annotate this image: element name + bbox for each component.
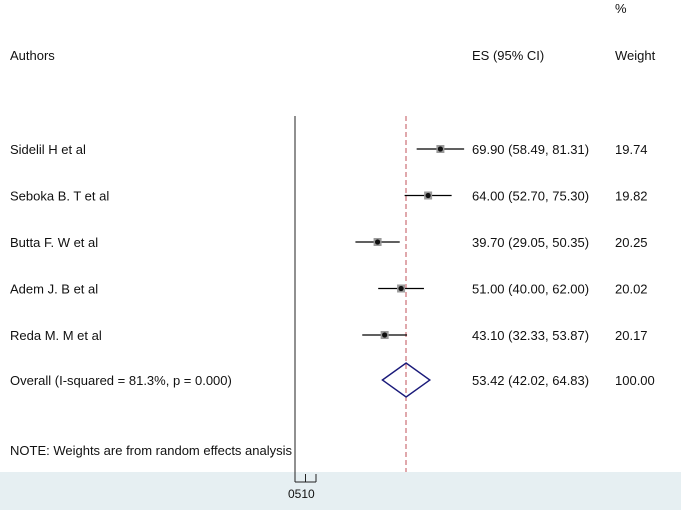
note-text: NOTE: Weights are from random effects an… <box>10 443 293 458</box>
overall-weight: 100.00 <box>615 373 655 388</box>
study-row: Adem J. B et al 51.00 (40.00, 62.00) 20.02 <box>10 282 648 297</box>
study-row: Butta F. W et al 39.70 (29.05, 50.35) 20.2… <box>10 235 648 250</box>
weight-text: 20.02 <box>615 282 648 297</box>
point-estimate <box>398 285 404 292</box>
point-estimate <box>437 146 443 152</box>
study-label: Adem J. B et al <box>10 282 98 297</box>
point-estimate <box>425 192 431 199</box>
study-label: Sidelil H et al <box>10 142 86 157</box>
es-text: 43.10 (32.33, 53.87) <box>472 328 589 343</box>
x-axis-ticks <box>294 474 317 483</box>
es-text: 64.00 (52.70, 75.30) <box>472 189 589 204</box>
authors-header: Authors <box>10 48 55 63</box>
es-text: 39.70 (29.05, 50.35) <box>472 235 589 250</box>
weight-text: 19.82 <box>615 189 648 204</box>
weight-header: Weight <box>615 48 656 63</box>
study-row: Reda M. M et al 43.10 (32.33, 53.87) 20.17 <box>10 328 648 343</box>
overall-label: Overall (I-squared = 81.3%, p = 0.000) <box>10 373 232 388</box>
point-estimate <box>382 332 388 338</box>
point-estimate <box>374 239 381 245</box>
axis-band <box>0 472 681 510</box>
weight-text: 20.25 <box>615 235 648 250</box>
weight-text: 20.17 <box>615 328 648 343</box>
study-row: Sidelil H et al 69.90 (58.49, 81.31) 19.74 <box>10 142 648 157</box>
weight-percent-header: % <box>615 1 627 16</box>
study-row: Seboka B. T et al 64.00 (52.70, 75.30) 19.… <box>10 189 648 204</box>
es-text: 51.00 (40.00, 62.00) <box>472 282 589 297</box>
es-header: ES (95% CI) <box>472 48 544 63</box>
study-rows: Sidelil H et al 69.90 (58.49, 81.31) 19.74… <box>10 142 648 343</box>
study-label: Seboka B. T et al <box>10 189 109 204</box>
es-text: 69.90 (58.49, 81.31) <box>472 142 589 157</box>
overall-diamond <box>381 362 432 398</box>
study-label: Butta F. W et al <box>10 235 98 250</box>
x-axis-tick-labels: 0510 <box>288 487 315 501</box>
overall-es-text: 53.42 (42.02, 64.83) <box>472 373 589 388</box>
weight-text: 19.74 <box>615 142 648 157</box>
study-label: Reda M. M et al <box>10 328 102 343</box>
